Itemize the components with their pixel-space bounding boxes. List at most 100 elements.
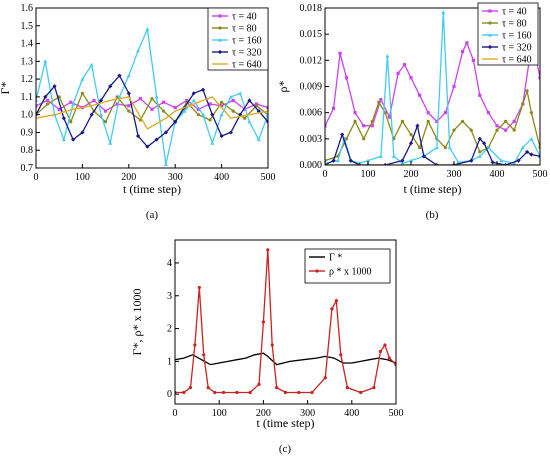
data-point: [188, 386, 193, 390]
legend-box: [304, 248, 391, 284]
data-point: [247, 119, 252, 124]
series-group: [325, 10, 540, 165]
legend-entry-2: ρ * x 1000: [329, 267, 372, 278]
legend-marker: [315, 269, 319, 273]
data-point: [378, 349, 383, 354]
data-point: [69, 120, 73, 124]
data-point: [115, 102, 119, 106]
series-group: [175, 248, 396, 395]
data-point: [257, 382, 261, 386]
data-point: [71, 102, 76, 106]
y-tick-label: 0: [167, 389, 172, 400]
data-point: [222, 390, 226, 395]
data-point: [415, 123, 420, 128]
figure-caption: (a): [146, 209, 159, 221]
data-point: [104, 120, 108, 124]
data-point: [421, 154, 426, 159]
data-point: [452, 128, 456, 132]
data-point: [275, 386, 279, 390]
x-tick-label: 500: [533, 169, 548, 180]
data-point: [57, 107, 61, 111]
data-point: [220, 100, 224, 104]
legend: Γ * ρ * x 1000: [304, 248, 391, 284]
data-point: [461, 119, 465, 123]
data-point: [344, 76, 349, 80]
data-point: [182, 390, 186, 395]
data-point: [196, 113, 200, 117]
data-point: [379, 97, 383, 102]
data-point: [447, 145, 452, 150]
data-point: [477, 136, 482, 141]
y-tick-label: 0.015: [300, 29, 323, 40]
x-tick-label: 0: [323, 169, 328, 180]
data-point: [98, 98, 104, 103]
data-point: [325, 124, 327, 128]
data-point: [520, 145, 525, 150]
data-point: [334, 299, 338, 303]
data-point: [348, 158, 353, 163]
legend-marker: [488, 33, 492, 37]
legend-marker: [488, 9, 492, 13]
data-point: [193, 343, 197, 347]
data-point: [339, 353, 343, 357]
data-point: [69, 100, 73, 104]
data-point: [80, 91, 84, 95]
data-point: [89, 62, 94, 67]
data-point: [108, 84, 113, 89]
data-point: [396, 71, 400, 76]
y-tick-label: 0.000: [300, 160, 323, 171]
data-point: [435, 119, 439, 123]
series-line-1: [175, 352, 396, 366]
data-point: [323, 376, 327, 380]
data-point: [201, 112, 206, 117]
data-point: [270, 343, 274, 347]
data-point: [387, 115, 392, 119]
data-point: [150, 97, 154, 101]
x-tick-label: 300: [168, 172, 183, 183]
data-point: [338, 51, 342, 55]
x-tick-label: 100: [212, 408, 227, 419]
data-point: [235, 390, 239, 395]
y-tick-label: 0.9: [21, 127, 34, 138]
x-tick-label: 200: [256, 408, 271, 419]
x-tick-label: 100: [75, 172, 90, 183]
figure-caption: (b): [426, 209, 439, 221]
data-point: [378, 154, 383, 158]
y-tick-label: 0.8: [21, 145, 34, 156]
data-point: [418, 93, 422, 97]
data-point: [525, 149, 530, 155]
data-point: [98, 112, 103, 117]
y-tick-label: 0.006: [300, 108, 323, 119]
data-point: [266, 105, 268, 110]
data-point: [486, 111, 490, 115]
legend-entry-2: τ = 80: [232, 24, 257, 35]
y-tick-label: 1.4: [21, 39, 34, 50]
data-point: [478, 150, 482, 154]
x-tick-label: 400: [490, 169, 505, 180]
data-point: [504, 128, 508, 132]
data-point: [256, 137, 261, 142]
data-point: [185, 98, 189, 103]
y-tick-label: 1.3: [21, 56, 34, 67]
data-point: [408, 141, 414, 146]
data-point: [80, 77, 85, 81]
data-point: [213, 390, 217, 395]
y-tick-label: 0.012: [300, 55, 323, 66]
data-point: [297, 390, 301, 395]
data-point: [345, 386, 349, 390]
data-point: [108, 141, 113, 145]
y-axis-label: Γ*: [0, 82, 12, 95]
data-point: [512, 161, 517, 165]
data-point: [228, 130, 233, 135]
data-point: [409, 158, 413, 163]
data-point: [443, 111, 447, 115]
data-point: [210, 141, 215, 145]
data-point: [426, 119, 430, 123]
data-point: [228, 94, 233, 99]
series-line-4: [325, 123, 540, 165]
data-point: [145, 27, 150, 31]
data-point: [469, 158, 474, 163]
data-point: [495, 124, 499, 128]
data-point: [135, 133, 141, 139]
